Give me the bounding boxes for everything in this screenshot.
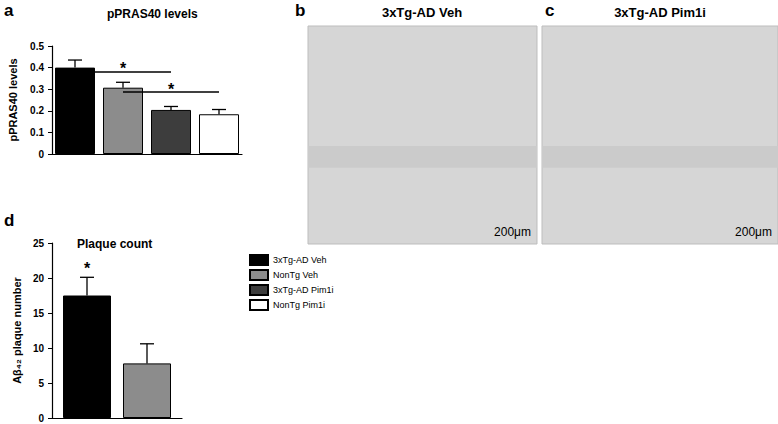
svg-text:b: b: [295, 1, 305, 20]
svg-text:200μm: 200μm: [735, 225, 772, 239]
svg-text:15: 15: [33, 308, 45, 319]
svg-text:25: 25: [33, 238, 45, 249]
svg-text:NonTg Pim1i: NonTg Pim1i: [273, 300, 325, 310]
svg-text:0.4: 0.4: [30, 62, 44, 73]
svg-text:10: 10: [33, 343, 45, 354]
svg-text:3xTg-AD Pim1i: 3xTg-AD Pim1i: [273, 285, 334, 295]
svg-text:*: *: [84, 260, 91, 277]
svg-text:*: *: [168, 81, 175, 98]
svg-text:pPRAS40 levels: pPRAS40 levels: [7, 58, 19, 141]
svg-text:0: 0: [38, 413, 44, 424]
svg-text:3xTg-AD Pim1i: 3xTg-AD Pim1i: [614, 5, 706, 20]
svg-text:20: 20: [33, 273, 45, 284]
svg-text:0.1: 0.1: [30, 127, 44, 138]
svg-text:d: d: [4, 211, 14, 230]
svg-text:0: 0: [38, 149, 44, 160]
svg-text:0.3: 0.3: [30, 84, 44, 95]
svg-text:0.2: 0.2: [30, 105, 44, 116]
svg-text:3xTg-AD Veh: 3xTg-AD Veh: [273, 255, 327, 265]
svg-text:c: c: [545, 1, 554, 20]
svg-text:NonTg Veh: NonTg Veh: [273, 270, 318, 280]
svg-text:pPRAS40 levels: pPRAS40 levels: [107, 7, 198, 21]
svg-text:5: 5: [38, 378, 44, 389]
svg-text:a: a: [4, 1, 14, 20]
svg-text:3xTg-AD Veh: 3xTg-AD Veh: [382, 5, 462, 20]
svg-text:Aβ₄₂ plaque number: Aβ₄₂ plaque number: [11, 276, 23, 383]
svg-text:0.5: 0.5: [30, 41, 44, 52]
svg-text:Plaque count: Plaque count: [77, 237, 152, 251]
svg-text:*: *: [120, 60, 127, 77]
svg-text:200μm: 200μm: [494, 225, 531, 239]
